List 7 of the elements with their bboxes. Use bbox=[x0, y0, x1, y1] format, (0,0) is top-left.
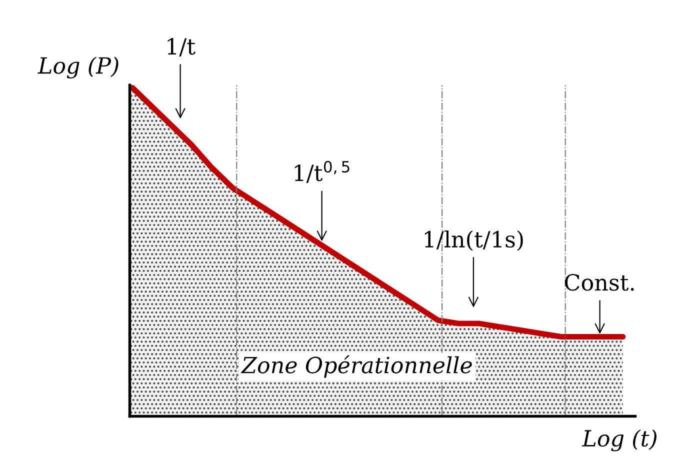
x-axis-title: Log (t) bbox=[582, 429, 656, 452]
y-axis-title: Log (P) bbox=[38, 56, 118, 79]
annotation: 1/ln(t/1s) bbox=[424, 230, 523, 251]
annotation: 1/t$^{0,5}$ bbox=[294, 160, 350, 184]
annotation: Const. bbox=[565, 274, 634, 291]
annotation: Zone Opérationnelle bbox=[240, 355, 472, 378]
text: 1/t bbox=[168, 38, 196, 56]
